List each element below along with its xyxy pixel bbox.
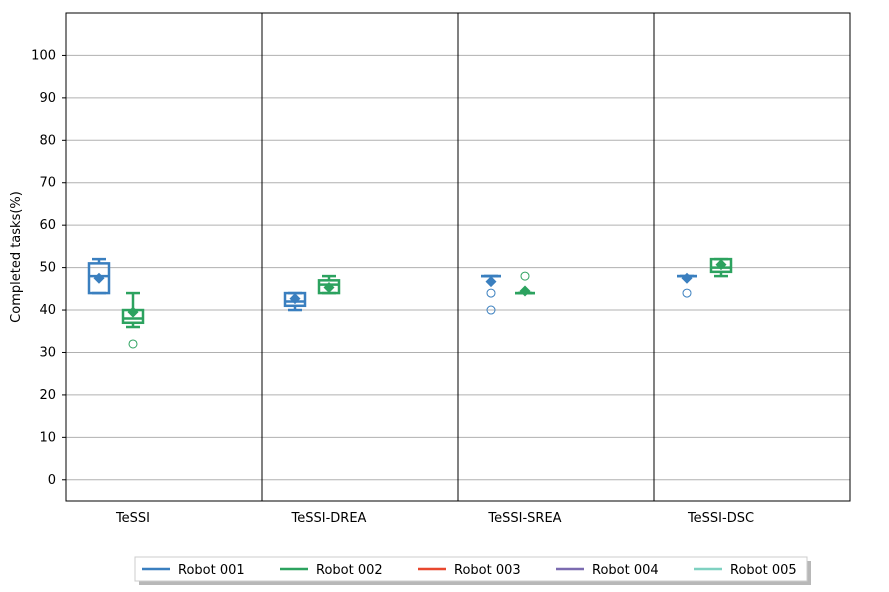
box-plot bbox=[283, 291, 307, 312]
y-axis: 0 10 20 30 40 50 60 70 80 90 100 bbox=[31, 48, 66, 488]
legend: Robot 001 Robot 002 Robot 003 Robot 004 Robo… bbox=[134, 556, 811, 585]
y-axis-label: Completed tasks(%) bbox=[9, 191, 24, 323]
y-tick-label: 20 bbox=[39, 388, 56, 403]
legend-label: Robot 001 bbox=[178, 563, 245, 578]
outlier-point bbox=[520, 271, 530, 281]
mean-marker bbox=[715, 259, 727, 271]
x-tick-label: TeSSI-SREA bbox=[487, 511, 561, 526]
box-plot bbox=[709, 257, 733, 278]
mean-marker bbox=[127, 306, 139, 318]
box bbox=[87, 262, 111, 295]
y-tick-label: 100 bbox=[31, 48, 56, 63]
box-plots bbox=[87, 257, 733, 349]
box bbox=[283, 291, 307, 308]
mean-marker bbox=[485, 276, 497, 288]
y-tick-label: 40 bbox=[39, 303, 56, 318]
box-plot bbox=[677, 272, 697, 298]
outlier-point bbox=[128, 339, 138, 349]
y-tick-label: 90 bbox=[39, 91, 56, 106]
box bbox=[709, 257, 733, 274]
y-tick-label: 60 bbox=[39, 218, 56, 233]
mean-marker bbox=[681, 272, 693, 284]
y-tick-label: 80 bbox=[39, 133, 56, 148]
x-tick-label: TeSSI-DREA bbox=[291, 511, 367, 526]
y-tick-label: 30 bbox=[39, 345, 56, 360]
y-tick-label: 10 bbox=[39, 430, 56, 445]
box-plot bbox=[87, 257, 111, 295]
outlier-point bbox=[486, 305, 496, 315]
legend-label: Robot 003 bbox=[454, 563, 521, 578]
x-axis: TeSSI TeSSI-DREA TeSSI-SREA TeSSI-DSC bbox=[115, 511, 754, 526]
mean-marker bbox=[93, 272, 105, 284]
mean-marker bbox=[323, 282, 335, 294]
mean-marker bbox=[289, 293, 301, 305]
y-tick-label: 0 bbox=[48, 473, 56, 488]
legend-label: Robot 005 bbox=[730, 563, 797, 578]
mean-marker bbox=[519, 285, 531, 297]
box-plot bbox=[121, 291, 145, 349]
box bbox=[317, 279, 341, 295]
group-separators bbox=[261, 13, 655, 501]
plot-frame bbox=[65, 12, 851, 502]
outlier-point bbox=[682, 288, 692, 298]
x-tick-label: TeSSI-DSC bbox=[687, 511, 754, 526]
x-tick-label: TeSSI bbox=[115, 511, 150, 526]
y-tick-label: 50 bbox=[39, 261, 56, 276]
legend-label: Robot 002 bbox=[316, 563, 383, 578]
box-plot bbox=[481, 274, 501, 315]
box-plot bbox=[515, 271, 535, 297]
outlier-point bbox=[486, 288, 496, 298]
legend-label: Robot 004 bbox=[592, 563, 659, 578]
box-plot bbox=[317, 274, 341, 295]
y-tick-label: 70 bbox=[39, 176, 56, 191]
